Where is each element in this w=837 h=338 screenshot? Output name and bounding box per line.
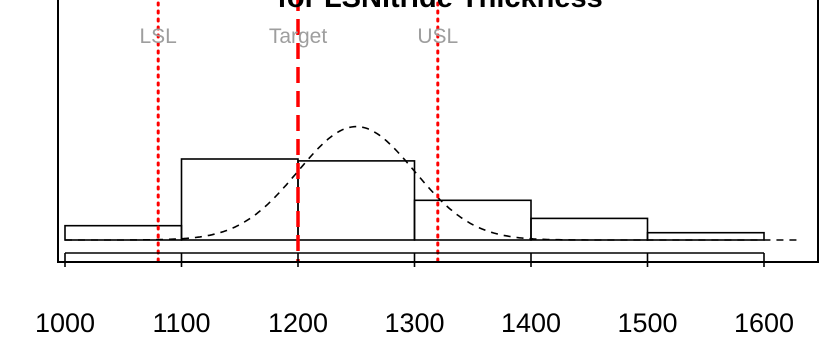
histogram-bar-4 xyxy=(413,199,532,241)
histogram-bar-2 xyxy=(180,158,299,241)
x-tick-label-1600: 1600 xyxy=(734,308,794,338)
plot-frame xyxy=(57,0,819,263)
histogram-bar-1 xyxy=(64,224,183,241)
normal-density-curve xyxy=(65,125,799,241)
x-tick-label-1200: 1200 xyxy=(268,308,328,338)
spec-label-target: Target xyxy=(269,25,328,48)
histogram-bar-5 xyxy=(530,217,649,241)
spec-label-lsl: LSL xyxy=(140,25,177,48)
x-tick-label-1300: 1300 xyxy=(384,308,444,338)
x-tick-label-1100: 1100 xyxy=(152,308,210,338)
x-tick-label-1400: 1400 xyxy=(501,308,561,338)
x-tick-label-1500: 1500 xyxy=(617,308,677,338)
histogram-bar-6 xyxy=(646,231,765,241)
x-tick-label-1000: 1000 xyxy=(35,308,95,338)
chart-title: for LSNitride Thickness xyxy=(277,0,603,14)
histogram-bar-3 xyxy=(297,160,416,241)
spec-label-usl: USL xyxy=(417,25,458,48)
